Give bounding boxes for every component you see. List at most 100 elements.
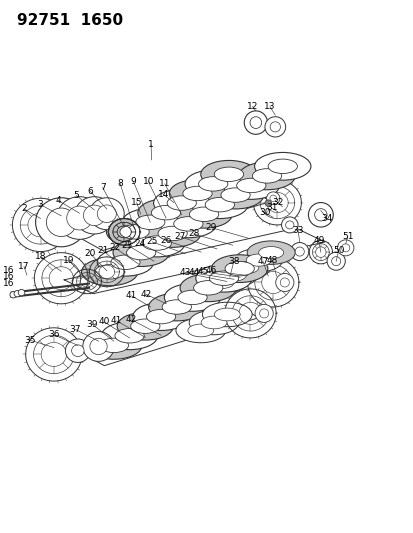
Ellipse shape [138,199,194,227]
Ellipse shape [341,244,349,252]
Text: 2: 2 [21,205,27,213]
Ellipse shape [113,239,169,266]
Text: 32: 32 [272,198,283,207]
Ellipse shape [198,176,227,191]
Ellipse shape [280,278,289,287]
Ellipse shape [233,262,258,273]
Text: 5: 5 [74,191,79,200]
Ellipse shape [209,277,233,288]
Text: 1: 1 [148,141,154,149]
Ellipse shape [46,208,76,237]
Ellipse shape [264,117,285,137]
Ellipse shape [244,111,267,134]
Text: 35: 35 [24,336,36,344]
Ellipse shape [115,328,144,343]
Text: 47: 47 [256,257,268,265]
Ellipse shape [99,338,128,353]
Text: 7: 7 [100,183,105,192]
Text: 10: 10 [142,177,154,185]
Text: 42: 42 [126,316,137,324]
Ellipse shape [270,122,280,132]
Text: 24: 24 [134,239,145,248]
Ellipse shape [158,226,187,241]
Text: 8: 8 [117,179,123,188]
Ellipse shape [85,332,142,359]
Text: 11: 11 [159,180,170,188]
Text: 3: 3 [38,200,43,209]
Ellipse shape [201,316,226,329]
Ellipse shape [222,256,270,279]
Text: 6: 6 [87,187,93,196]
Ellipse shape [264,200,271,206]
Ellipse shape [258,247,283,259]
Ellipse shape [285,221,293,229]
Ellipse shape [128,229,185,257]
Text: 13: 13 [263,102,275,111]
Text: 26: 26 [159,236,171,245]
Ellipse shape [146,309,175,324]
Ellipse shape [97,205,116,223]
Text: 46: 46 [205,266,216,275]
Ellipse shape [331,257,340,266]
Ellipse shape [36,198,87,247]
Text: 37: 37 [69,325,81,334]
Ellipse shape [18,289,25,296]
Ellipse shape [83,332,114,361]
Ellipse shape [160,210,216,238]
Ellipse shape [197,271,245,294]
Ellipse shape [214,167,243,182]
Ellipse shape [225,261,254,276]
Ellipse shape [259,309,268,318]
Text: 18: 18 [35,253,46,261]
Text: 31: 31 [265,204,277,212]
Ellipse shape [221,269,246,281]
Ellipse shape [173,216,202,231]
Text: 33: 33 [292,226,303,235]
Ellipse shape [308,203,332,227]
Text: 16: 16 [3,279,15,288]
Ellipse shape [66,206,92,230]
Ellipse shape [131,319,159,334]
Ellipse shape [101,322,157,350]
Text: 28: 28 [188,230,199,238]
Text: 21: 21 [97,246,108,255]
Ellipse shape [74,197,114,234]
Text: 92751  1650: 92751 1650 [17,13,122,28]
Text: 29: 29 [205,223,216,232]
Ellipse shape [106,218,162,246]
Ellipse shape [337,240,353,256]
Ellipse shape [169,180,225,207]
Ellipse shape [81,258,138,286]
Text: 19: 19 [62,256,74,264]
Ellipse shape [209,271,238,286]
Ellipse shape [254,152,310,180]
Text: 14: 14 [157,190,169,199]
Ellipse shape [202,302,252,327]
Ellipse shape [188,324,213,337]
Ellipse shape [178,290,206,305]
Ellipse shape [142,236,171,251]
Text: 4: 4 [55,196,61,205]
Text: 27: 27 [174,232,185,241]
Ellipse shape [97,248,153,276]
Ellipse shape [153,189,209,217]
Ellipse shape [236,178,265,193]
Text: 44: 44 [188,269,199,277]
Ellipse shape [148,293,204,321]
Text: 41: 41 [126,292,137,300]
Ellipse shape [167,196,196,211]
Ellipse shape [214,308,240,321]
Ellipse shape [254,304,273,322]
Ellipse shape [223,172,279,199]
Text: 41: 41 [111,317,122,325]
Text: 25: 25 [146,238,158,246]
Ellipse shape [221,188,249,203]
Ellipse shape [57,197,102,239]
Text: 51: 51 [341,232,353,241]
Ellipse shape [290,243,308,261]
Text: 49: 49 [312,237,324,245]
Text: 43: 43 [179,269,191,277]
Ellipse shape [83,205,105,225]
Ellipse shape [275,273,293,292]
Ellipse shape [191,191,247,219]
